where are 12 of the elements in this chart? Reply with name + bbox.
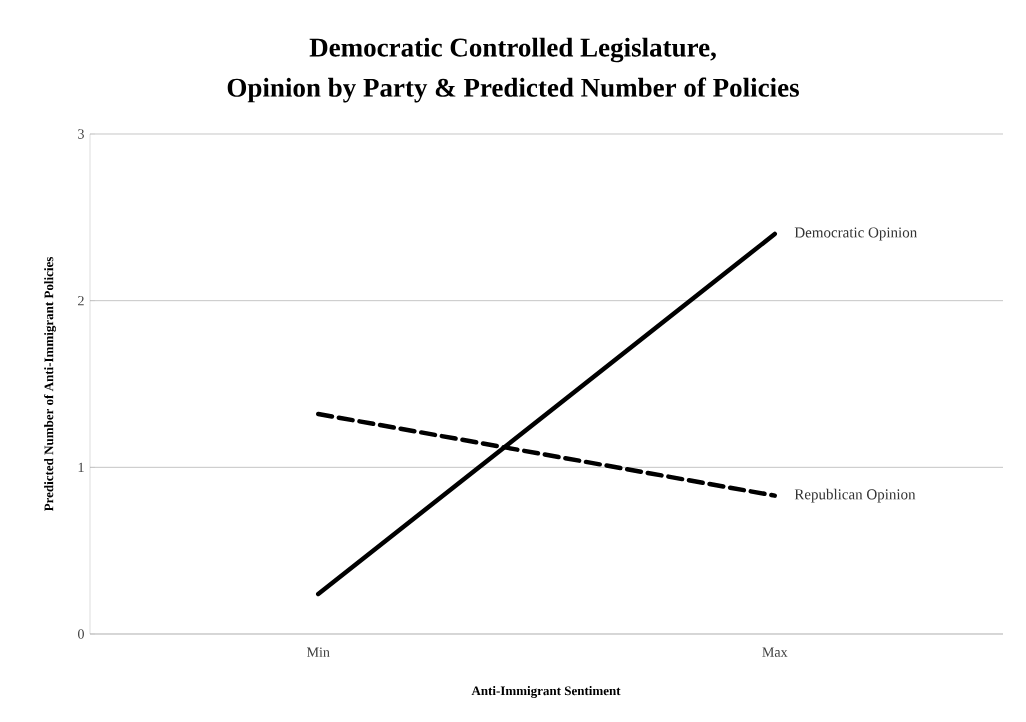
x-tick-label: Max <box>762 647 788 657</box>
chart-title: Democratic Controlled Legislature, <box>309 37 716 63</box>
chart-subtitle: Opinion by Party & Predicted Number of Policies <box>227 77 799 103</box>
series-label: Republican Opinion <box>794 488 916 503</box>
y-tick-label: 1 <box>78 462 84 472</box>
y-tick-label: 2 <box>78 296 84 306</box>
series-label: Democratic Opinion <box>794 227 917 241</box>
x-tick-label: Min <box>306 647 330 657</box>
y-tick-label: 3 <box>78 129 84 139</box>
y-axis-title: Predicted Number of Anti-Immigrant Policies <box>43 256 57 512</box>
y-tick-label: 0 <box>78 629 84 639</box>
x-axis-title: Anti-Immigrant Sentiment <box>471 686 621 698</box>
